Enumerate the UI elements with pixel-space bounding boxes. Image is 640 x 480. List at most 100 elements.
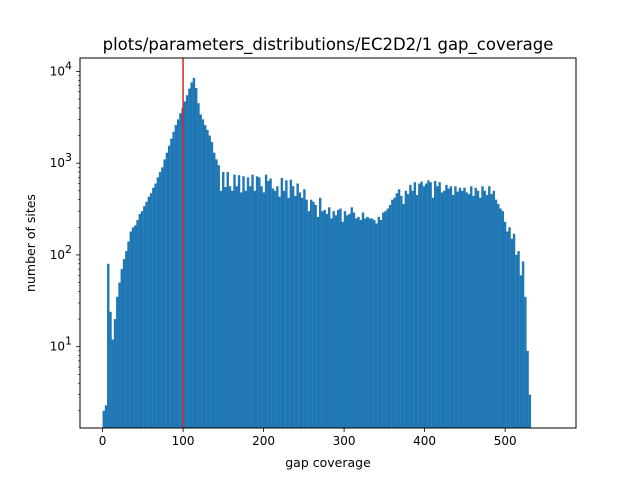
histogram-bar <box>334 215 338 428</box>
histogram-bar <box>258 177 261 428</box>
histogram-bar <box>213 152 216 428</box>
histogram-bar <box>224 187 227 428</box>
histogram-bar <box>463 187 466 428</box>
x-tick-label: 0 <box>99 434 107 448</box>
histogram-bar <box>318 197 322 428</box>
histogram-bar <box>373 220 376 428</box>
histogram-bar <box>370 218 374 428</box>
histogram-bar <box>445 184 448 428</box>
histogram-bar <box>129 231 132 428</box>
histogram-bar <box>120 269 123 428</box>
histogram-bar <box>104 405 108 428</box>
histogram-bar <box>294 195 297 428</box>
histogram-bar <box>485 194 489 428</box>
histogram-bar <box>526 350 529 428</box>
histogram-bar <box>185 95 189 428</box>
histogram-bar <box>253 190 256 428</box>
histogram-bar <box>524 296 527 428</box>
histogram-bar <box>476 190 480 428</box>
histogram-bar <box>111 339 114 428</box>
histogram-bar <box>289 179 293 428</box>
histogram-bar <box>346 215 349 428</box>
histogram-bar <box>260 186 263 428</box>
histogram-bar <box>413 182 417 428</box>
plot-frame <box>79 57 577 429</box>
histogram-bar <box>357 216 360 428</box>
histogram-bar <box>287 197 290 428</box>
histogram-bar <box>411 190 414 428</box>
histogram-bar <box>409 184 412 428</box>
histogram-bar <box>503 221 507 428</box>
histogram-bar <box>255 176 259 428</box>
histogram-bar <box>156 177 160 428</box>
histogram-bar <box>228 186 232 428</box>
histogram-bar <box>109 311 112 428</box>
histogram-bar <box>154 183 157 428</box>
histogram-bar <box>312 201 315 428</box>
histogram-bar <box>300 197 304 428</box>
histogram-bar <box>152 187 155 428</box>
histogram-bar <box>242 176 245 428</box>
histogram-bar <box>285 180 288 428</box>
histogram-bar <box>136 220 139 428</box>
histogram-bar <box>467 194 471 428</box>
histogram-bar <box>291 186 295 428</box>
histogram-bar <box>494 199 498 428</box>
histogram-bar <box>309 199 313 428</box>
histogram-bar <box>341 221 344 428</box>
chart-title: plots/parameters_distributions/EC2D2/1 g… <box>103 35 554 55</box>
histogram-bar <box>215 159 218 428</box>
histogram-bar <box>233 174 236 428</box>
histogram-bar <box>447 188 450 428</box>
histogram-bar <box>386 208 390 428</box>
histogram-bar <box>264 174 268 428</box>
histogram-bar <box>519 275 523 428</box>
histogram-bar <box>147 196 151 428</box>
histogram-bar <box>282 190 286 428</box>
histogram-bar <box>364 218 367 428</box>
histogram-bar <box>492 190 495 428</box>
histogram-bar <box>226 172 229 428</box>
histogram-bar <box>204 125 207 428</box>
histogram-bar <box>167 145 171 428</box>
histogram-bar <box>332 211 335 428</box>
histogram-bar <box>118 282 121 428</box>
histogram-bar <box>296 183 299 428</box>
x-tick-label: 400 <box>413 434 436 448</box>
x-axis-ticks: 0 100 200 300 400 500 <box>99 428 517 448</box>
histogram-bar <box>472 195 475 428</box>
histogram-bar <box>517 251 520 428</box>
histogram-bar <box>512 233 516 428</box>
histogram-bar <box>404 190 408 428</box>
histogram-bar <box>481 186 484 428</box>
histogram-bar <box>422 186 426 428</box>
histogram-bar <box>197 103 200 428</box>
x-tick-label: 200 <box>252 434 275 448</box>
histogram-bar <box>235 186 238 428</box>
histogram-bar <box>433 180 437 428</box>
histogram-bar <box>397 189 401 428</box>
histogram-bar <box>418 183 421 428</box>
histogram-bar <box>420 181 423 428</box>
histogram-bar <box>483 190 486 428</box>
y-tick-label: 104 <box>50 59 72 78</box>
histogram-bar <box>452 194 455 428</box>
histogram-bar <box>217 165 220 428</box>
histogram-bar <box>458 187 462 428</box>
histogram-bar <box>490 194 493 428</box>
histogram-bar <box>449 186 453 428</box>
histogram-bar <box>456 191 459 428</box>
histogram-bar <box>127 241 130 428</box>
histogram-bar <box>382 212 385 428</box>
y-tick-label: 101 <box>50 335 72 354</box>
histogram-bar <box>199 114 202 429</box>
histogram-bar <box>393 197 396 428</box>
histogram-bar <box>316 216 320 428</box>
histogram-bar <box>116 296 119 428</box>
histogram-bar <box>278 196 281 428</box>
histogram-bar <box>143 206 146 428</box>
histogram-bar <box>442 190 446 428</box>
histogram-bar <box>424 183 428 428</box>
histogram-bar <box>515 254 518 428</box>
